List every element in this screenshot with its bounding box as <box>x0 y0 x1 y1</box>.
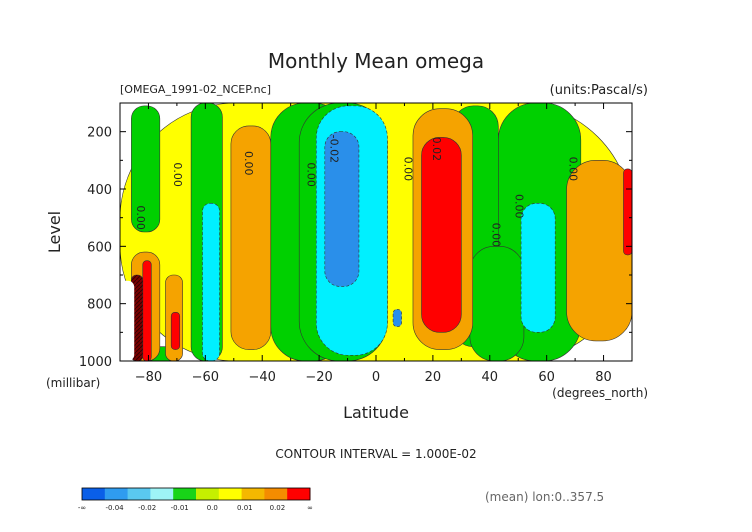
legend-tick-label: 0.02 <box>270 504 286 512</box>
legend-swatch <box>104 488 129 500</box>
legend-tick-label: ∞ <box>307 504 313 512</box>
contour-label: 0.00 <box>171 162 184 187</box>
legend-swatch <box>196 488 220 500</box>
contour-region-light-blue <box>520 203 556 333</box>
contour-region-light-blue <box>202 203 220 361</box>
x-tick-label: −20 <box>305 370 332 385</box>
x-tick-label: 40 <box>482 370 499 385</box>
x-axis-label: Latitude <box>343 403 409 422</box>
contour-label: 0.00 <box>401 157 414 182</box>
chart-title: Monthly Mean omega <box>268 49 484 73</box>
y-tick-label: 400 <box>87 183 112 198</box>
x-tick-label: 60 <box>538 370 555 385</box>
legend-tick-label: -0.02 <box>138 504 156 512</box>
x-tick-label: 20 <box>425 370 442 385</box>
x-tick-label: 80 <box>595 370 612 385</box>
legend-frame <box>81 487 311 501</box>
legend-swatch <box>150 488 174 500</box>
legend-tick-label: 0.01 <box>237 504 253 512</box>
color-legend: -∞ -0.04 -0.02 -0.01 0.0 0.01 0.02 ∞ <box>78 487 313 512</box>
contour-label: 0.00 <box>134 205 147 230</box>
y-units-label: (millibar) <box>46 376 100 390</box>
units-label: (units:Pascal/s) <box>550 83 648 98</box>
mean-note: (mean) lon:0..357.5 <box>485 490 604 504</box>
legend-swatch <box>127 488 151 500</box>
contour-label: -0.02 <box>327 135 340 163</box>
contour-label: 0.02 <box>430 137 443 162</box>
contour-label-group: 0.00 0.00 0.00 0.00 -0.02 0.00 0.02 0.00 0.00 0.0… <box>134 135 579 247</box>
y-axis-label: Level <box>45 211 64 253</box>
legend-tick-label: 0.0 <box>207 504 218 512</box>
contour-label: 0.00 <box>242 151 255 176</box>
legend-tick-label: -∞ <box>78 504 86 512</box>
contour-region-red <box>623 168 632 256</box>
contour-region-red <box>421 137 462 333</box>
x-tick-label: −60 <box>192 370 219 385</box>
y-tick-label: 1000 <box>79 355 112 370</box>
contour-label: 0.00 <box>490 223 503 248</box>
contour-label: 0.00 <box>566 157 579 182</box>
contour-region-blue <box>392 309 402 327</box>
x-axis: −80 −60 −40 −20 0 20 40 60 80 <box>119 103 633 385</box>
legend-swatch <box>173 488 197 500</box>
legend-swatch <box>287 488 311 500</box>
legend-tick-label: -0.01 <box>171 504 189 512</box>
x-tick-label: −80 <box>135 370 162 385</box>
file-label: [OMEGA_1991-02_NCEP.nc] <box>120 83 271 96</box>
contour-regions <box>120 103 632 361</box>
legend-swatch <box>82 488 106 500</box>
y-tick-label: 600 <box>87 240 112 255</box>
contour-region-green <box>469 246 525 361</box>
contour-region-missing <box>120 280 135 361</box>
y-tick-label: 200 <box>87 126 112 141</box>
x-units-label: (degrees_north) <box>552 386 648 400</box>
x-tick-label: −40 <box>249 370 276 385</box>
contour-region-orange <box>566 160 632 342</box>
x-tick-label: 0 <box>372 370 380 385</box>
y-axis: 1000 800 600 400 200 <box>79 102 632 370</box>
plot-area: 0.00 0.00 0.00 0.00 -0.02 0.00 0.02 0.00 0.00 0.0… <box>79 102 633 385</box>
contour-region-red <box>170 311 181 350</box>
contour-label: 0.00 <box>305 162 318 187</box>
contour-label: 0.00 <box>512 194 525 219</box>
legend-swatch <box>241 488 265 500</box>
contour-region-blue <box>324 131 360 287</box>
contour-region-green <box>131 105 161 233</box>
contour-interval-note: CONTOUR INTERVAL = 1.000E-02 <box>275 447 476 461</box>
y-tick-label: 800 <box>87 298 112 313</box>
legend-swatch <box>218 488 243 500</box>
legend-tick-label: -0.04 <box>106 504 125 512</box>
contour-region-red <box>142 260 152 361</box>
contour-region-orange <box>230 125 272 350</box>
legend-swatch <box>264 488 288 500</box>
